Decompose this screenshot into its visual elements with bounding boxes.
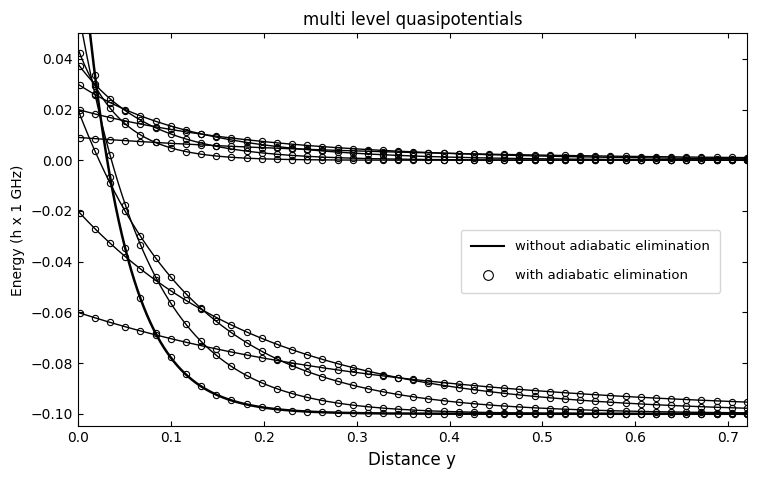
X-axis label: Distance y: Distance y bbox=[368, 451, 456, 469]
Legend: without adiabatic elimination, with adiabatic elimination: without adiabatic elimination, with adia… bbox=[461, 230, 720, 293]
Y-axis label: Energy (h x 1 GHz): Energy (h x 1 GHz) bbox=[11, 164, 25, 296]
Title: multi level quasipotentials: multi level quasipotentials bbox=[302, 11, 522, 29]
